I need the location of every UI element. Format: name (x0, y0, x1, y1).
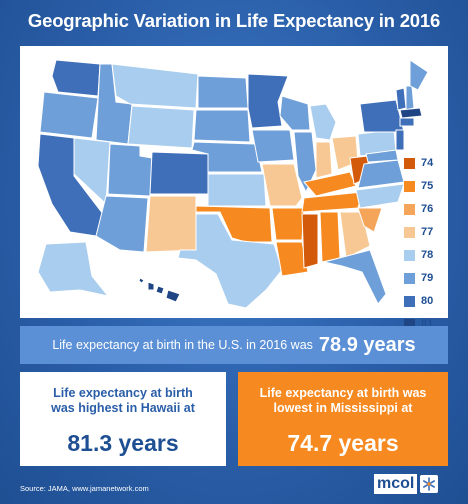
mississippi-box: Life expectancy at birth was lowest in M… (238, 372, 448, 466)
mcol-logo: mcol (374, 474, 439, 494)
mississippi-line-2: lowest in Mississippi at (273, 401, 413, 415)
state-ut (107, 143, 153, 197)
legend-swatch (404, 180, 415, 192)
state-or (39, 91, 99, 139)
state-wy (127, 105, 195, 149)
state-co (149, 151, 209, 195)
legend-swatch (404, 249, 415, 261)
hawaii-line-1: Life expectancy at birth (53, 386, 193, 400)
state-ms (301, 213, 319, 269)
state-me (409, 59, 429, 91)
state-mi (309, 103, 337, 141)
state-hi-4 (138, 277, 145, 284)
legend-swatch (404, 157, 415, 169)
legend-item: 79 (404, 269, 444, 287)
state-in (315, 141, 333, 179)
state-la (275, 241, 309, 277)
source-note: Source: JAMA, www.jamanetwork.com (20, 484, 149, 493)
legend-label: 76 (421, 203, 434, 215)
legend-label: 79 (421, 272, 434, 284)
legend-item: 78 (404, 246, 444, 264)
state-sc (357, 207, 383, 233)
page-title: Geographic Variation in Life Expectancy … (27, 10, 441, 31)
state-sd (193, 109, 251, 143)
legend-label: 80 (421, 295, 434, 307)
state-nm (145, 195, 197, 253)
legend-item: 76 (404, 200, 444, 218)
state-ky (303, 171, 357, 197)
state-wi (279, 95, 311, 131)
state-fl (323, 249, 387, 305)
map-panel: 74 75 76 77 78 79 (20, 46, 448, 330)
state-ar (271, 207, 305, 241)
state-wa (51, 59, 101, 97)
snowflake-icon (420, 475, 439, 493)
state-hi-2 (155, 285, 165, 295)
state-tn (301, 191, 363, 213)
legend-label: 74 (421, 157, 434, 169)
hawaii-box: Life expectancy at birth was highest in … (20, 372, 226, 466)
state-ct (399, 117, 415, 127)
state-ma (399, 107, 423, 119)
legend-swatch (404, 295, 415, 307)
states (37, 59, 429, 309)
legend-swatch (404, 226, 415, 238)
mississippi-line-1: Life expectancy at birth was (259, 386, 427, 400)
state-nj (395, 129, 405, 151)
legend-item: 75 (404, 177, 444, 195)
hawaii-value: 81.3 years (67, 430, 179, 456)
legend-label: 75 (421, 180, 434, 192)
hawaii-text: Life expectancy at birth was highest in … (51, 386, 195, 416)
mississippi-value: 74.7 years (287, 430, 399, 456)
state-mo (261, 163, 303, 207)
hawaii-line-2: was highest in Hawaii at (51, 401, 195, 415)
map-legend: 74 75 76 77 78 79 (404, 154, 444, 338)
legend-label: 77 (421, 226, 434, 238)
us-map (37, 59, 429, 309)
state-md (365, 149, 399, 163)
logo-text: mcol (374, 474, 418, 494)
state-ia (251, 129, 295, 163)
us-average-value: 78.9 years (318, 333, 416, 356)
state-hi-3 (165, 289, 181, 303)
state-mt (111, 63, 199, 109)
state-tx (177, 213, 283, 309)
mississippi-text: Life expectancy at birth was lowest in M… (260, 386, 427, 416)
state-nd (197, 75, 249, 109)
state-ok (195, 205, 273, 243)
state-va (357, 159, 405, 189)
legend-swatch (404, 272, 415, 284)
legend-swatch (404, 203, 415, 215)
state-hi (147, 281, 155, 291)
state-nc (355, 183, 405, 209)
state-vt (395, 87, 407, 111)
state-al (319, 211, 341, 263)
state-az (95, 195, 149, 253)
legend-item: 80 (404, 292, 444, 310)
state-ga (339, 211, 371, 259)
legend-swatch (404, 318, 415, 330)
us-average-band: Life expectancy at birth in the U.S. in … (20, 326, 448, 364)
legend-item: 77 (404, 223, 444, 241)
us-average-text: Life expectancy at birth in the U.S. in … (52, 338, 313, 352)
state-ks (207, 173, 267, 207)
state-mn (247, 73, 289, 129)
legend-label: 78 (421, 249, 434, 261)
legend-item: 74 (404, 154, 444, 172)
state-nh (405, 85, 415, 111)
state-ak (37, 241, 110, 297)
